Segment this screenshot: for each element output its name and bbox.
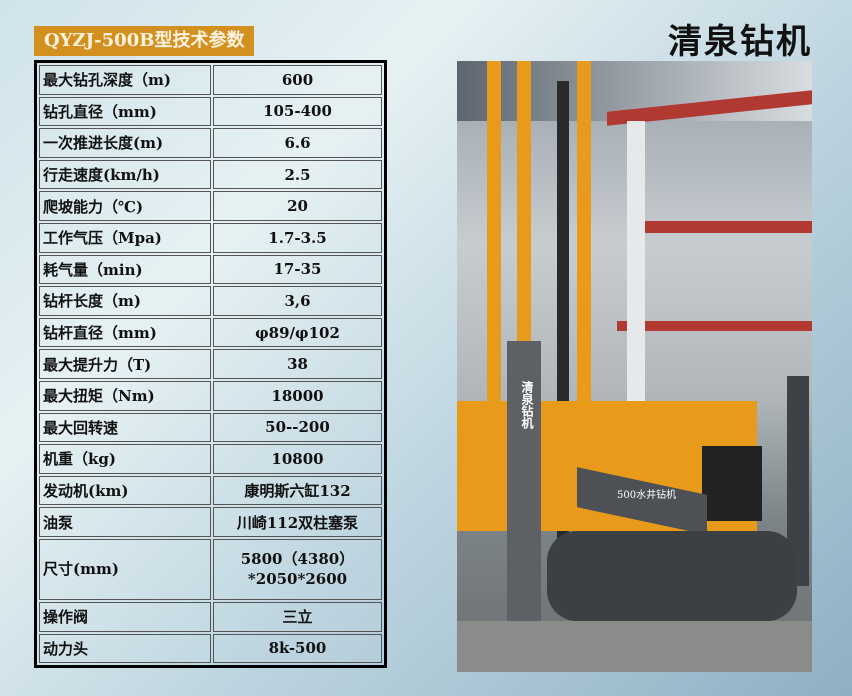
spec-label: 最大提升力（T) <box>39 349 211 379</box>
spec-row: 油泵 川崎112双柱塞泵 <box>39 507 382 537</box>
spec-value-text: 5800（4380） <box>240 550 355 569</box>
spec-value: 17-35 <box>213 254 382 285</box>
spec-value: 康明斯六缸132 <box>213 475 382 506</box>
spec-value-text: 三立 <box>282 608 313 627</box>
spec-value-text: 10800 <box>271 449 324 468</box>
machine-label: 500水井钻机 <box>617 490 677 501</box>
spec-row: 耗气量（min) 17-35 <box>39 254 382 285</box>
spec-value-text: 50--200 <box>265 418 330 437</box>
spec-value-text: 17-35 <box>273 260 322 279</box>
spec-label: 最大扭矩（Nm) <box>39 380 211 411</box>
spec-value-text: 6.6 <box>284 133 311 152</box>
spec-value: 8k-500 <box>213 633 382 664</box>
spec-row: 最大钻孔深度（m) 600 <box>39 65 382 95</box>
spec-label: 钻杆长度（m) <box>39 286 211 316</box>
spec-value-text: 康明斯六缸132 <box>244 482 351 501</box>
spec-value-text: 105-400 <box>263 102 332 121</box>
spec-row: 爬坡能力（℃) 20 <box>39 191 382 221</box>
spec-row: 动力头 8k-500 <box>39 633 382 664</box>
spec-row: 机重（kg) 10800 <box>39 444 382 474</box>
spec-table: 最大钻孔深度（m) 600 钻孔直径（mm) 105-400 一次推进长度(m) 6.6 行… <box>34 60 387 669</box>
spec-label: 工作气压（Mpa) <box>39 222 211 253</box>
spec-row: 一次推进长度(m) 6.6 <box>39 128 382 158</box>
spec-value: 3,6 <box>213 286 382 316</box>
spec-value-text-2: *2050*2600 <box>247 570 348 589</box>
spec-value-text: 8k-500 <box>268 639 327 658</box>
spec-label: 机重（kg) <box>39 444 211 474</box>
spec-row: 钻杆直径（mm) φ89/φ102 <box>39 317 382 348</box>
spec-value: 三立 <box>213 601 382 632</box>
spec-row: 操作阀 三立 <box>39 601 382 632</box>
spec-label: 油泵 <box>39 507 211 537</box>
spec-value-text: 20 <box>287 197 308 216</box>
spec-label: 行走速度(km/h) <box>39 159 211 190</box>
spec-label: 发动机(km) <box>39 475 211 506</box>
product-photo: 清泉钻机 500水井钻机 <box>457 61 812 672</box>
spec-value: 5800（4380） *2050*2600 <box>213 538 382 600</box>
spec-value: 川崎112双柱塞泵 <box>213 507 382 537</box>
spec-value: 18000 <box>213 380 382 411</box>
spec-value-text: 600 <box>281 70 314 89</box>
spec-value: 50--200 <box>213 412 382 443</box>
spec-label: 钻孔直径（mm) <box>39 96 211 127</box>
spec-row: 发动机(km) 康明斯六缸132 <box>39 475 382 506</box>
spec-value: 600 <box>213 65 382 95</box>
spec-label: 动力头 <box>39 633 211 664</box>
spec-row: 工作气压（Mpa) 1.7-3.5 <box>39 222 382 253</box>
spec-label: 爬坡能力（℃) <box>39 191 211 221</box>
spec-value: 6.6 <box>213 128 382 158</box>
spec-label: 最大回转速 <box>39 412 211 443</box>
spec-row: 最大扭矩（Nm) 18000 <box>39 380 382 411</box>
spec-label: 最大钻孔深度（m) <box>39 65 211 95</box>
spec-value: 20 <box>213 191 382 221</box>
spec-value-text: 38 <box>287 355 308 374</box>
spec-row: 最大提升力（T) 38 <box>39 349 382 379</box>
spec-label: 钻杆直径（mm) <box>39 317 211 348</box>
spec-row: 钻孔直径（mm) 105-400 <box>39 96 382 127</box>
spec-value: 2.5 <box>213 159 382 190</box>
brand-title: 清泉钻机 <box>668 22 812 62</box>
spec-label: 操作阀 <box>39 601 211 632</box>
spec-label: 一次推进长度(m) <box>39 128 211 158</box>
model-title-badge: QYZJ-500B型技术参数 <box>34 26 255 56</box>
spec-value: 38 <box>213 349 382 379</box>
spec-value-text: 18000 <box>271 386 324 405</box>
mast-label: 清泉钻机 <box>520 381 534 429</box>
spec-value-text: 川崎112双柱塞泵 <box>236 513 359 532</box>
spec-row: 最大回转速 50--200 <box>39 412 382 443</box>
spec-row: 钻杆长度（m) 3,6 <box>39 286 382 316</box>
spec-value: 10800 <box>213 444 382 474</box>
spec-value-text: 2.5 <box>284 165 311 184</box>
spec-row: 尺寸(mm) 5800（4380） *2050*2600 <box>39 538 382 600</box>
spec-row: 行走速度(km/h) 2.5 <box>39 159 382 190</box>
spec-value: 1.7-3.5 <box>213 222 382 253</box>
spec-value: φ89/φ102 <box>213 317 382 348</box>
spec-value-text: 1.7-3.5 <box>268 228 327 247</box>
spec-label: 耗气量（min) <box>39 254 211 285</box>
spec-value-text: 3,6 <box>284 291 311 310</box>
spec-value: 105-400 <box>213 96 382 127</box>
spec-label: 尺寸(mm) <box>39 538 211 600</box>
spec-value-text: φ89/φ102 <box>255 323 340 342</box>
